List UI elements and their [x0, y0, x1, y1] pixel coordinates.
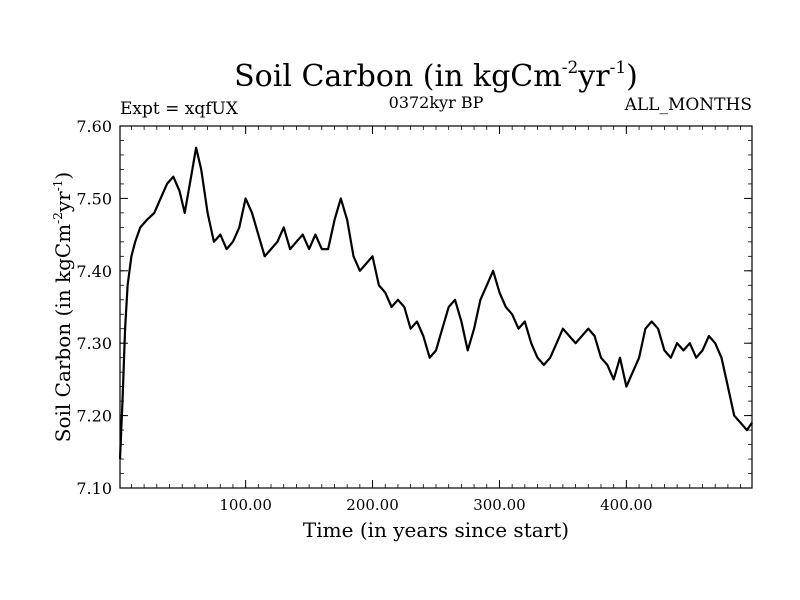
title-main: Soil Carbon (in kgCm [234, 59, 562, 94]
ylabel-end: ) [51, 172, 75, 180]
plot-frame [119, 125, 753, 489]
subtitle-right: ALL_MONTHS [624, 95, 752, 115]
subtitle-left: Expt = xqfUX [120, 99, 239, 119]
title-mid: yr [577, 59, 610, 94]
y-tick-label: 7.10 [76, 479, 112, 498]
ylabel-sup-2: -1 [51, 180, 65, 192]
title-sup-1: -2 [562, 58, 579, 78]
subtitle-center: 0372kyr BP [389, 93, 484, 112]
x-tick-label: 200.00 [346, 496, 399, 514]
title-end: ) [626, 59, 638, 94]
ylabel-main: Soil Carbon (in kgCm [51, 224, 75, 442]
x-axis-ticks: 100.00 200.00 300.00 400.00 [131, 126, 741, 514]
y-axis-label: Soil Carbon (in kgCm-2yr-1) [51, 172, 75, 442]
y-tick-label: 7.20 [76, 407, 112, 426]
y-tick-label: 7.40 [76, 262, 112, 281]
ylabel-mid: yr [51, 191, 75, 213]
y-tick-label: 7.30 [76, 334, 112, 353]
ylabel-sup-1: -2 [51, 212, 65, 224]
x-axis-label: Time (in years since start) [303, 518, 569, 542]
y-axis-ticks: 7.10 7.20 7.30 7.40 7.50 7.60 [76, 117, 752, 498]
x-tick-label: 100.00 [219, 496, 272, 514]
x-tick-label: 400.00 [600, 496, 653, 514]
y-tick-label: 7.60 [76, 117, 112, 136]
series-line-soil-carbon [118, 146, 753, 460]
title-sup-2: -1 [610, 58, 627, 78]
x-tick-label: 300.00 [473, 496, 526, 514]
chart-title: Soil Carbon (in kgCm-2yr-1) [234, 58, 638, 94]
y-tick-label: 7.50 [76, 189, 112, 208]
